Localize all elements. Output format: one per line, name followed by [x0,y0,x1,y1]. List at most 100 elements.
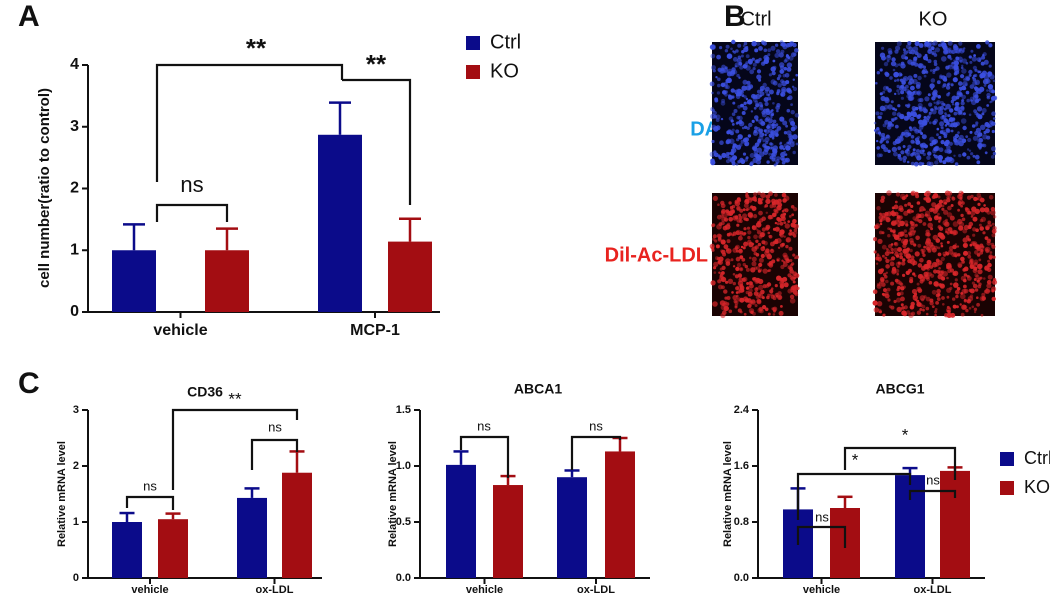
cell [933,269,938,274]
cell [724,93,728,97]
y-tick-label: 2 [70,180,79,197]
cell [906,111,911,116]
cell [910,116,915,122]
row-label: Dil-Ac-LDL [605,244,708,266]
cell [984,236,989,241]
cell [877,268,884,275]
cell [947,82,951,85]
cell [933,281,939,287]
cell [886,287,891,292]
cell [755,103,759,108]
cell [777,83,782,88]
cell [978,223,982,227]
cell [890,281,895,286]
cell [945,85,951,90]
cell [949,286,953,290]
cell [890,61,897,67]
y-axis-label: Relative mRNA level [56,441,68,547]
cell [930,227,934,231]
cell [765,211,768,214]
cell [901,261,906,266]
cell [928,280,933,285]
cell [946,276,949,280]
cell [897,146,902,151]
cell [882,123,887,128]
cell [759,200,762,203]
cell [929,142,934,147]
cell [936,133,939,137]
cell [755,153,760,159]
cell [946,145,951,150]
cell [967,254,972,259]
cell [914,152,921,159]
cell [992,226,997,231]
cell [973,310,977,314]
cell [965,308,969,313]
cell [938,232,944,239]
cell [740,310,743,314]
cell [939,74,943,78]
cell [767,312,771,316]
cell [895,192,901,197]
cell [973,54,976,57]
cell [761,227,767,232]
cell [731,39,736,45]
significance-bracket [843,446,957,480]
cell [970,152,974,156]
cell [886,211,892,217]
cell [982,143,987,148]
cell [888,244,893,249]
significance-bracket [908,489,957,500]
cell [737,273,743,278]
cell [970,49,974,53]
cell [742,262,746,267]
cell [752,277,758,283]
cell [735,286,740,291]
cell [983,84,987,87]
cell [877,308,882,314]
cell [904,56,909,60]
cell [885,258,890,264]
cell [973,196,978,202]
cell [947,205,952,211]
cell [973,278,977,281]
cell [779,62,785,68]
cell [905,253,912,259]
cell [780,93,784,97]
cell [981,292,986,297]
cell [742,64,748,69]
cell [771,152,775,157]
cell [736,115,741,120]
cell [936,100,941,105]
y-tick-label: 2.4 [734,404,750,416]
cell [966,155,971,160]
cell [975,228,979,232]
cell [988,256,993,260]
cell [740,139,745,144]
cell [932,193,939,199]
cell [792,134,798,140]
cell [878,115,882,120]
cell [980,124,986,130]
cell [742,208,746,211]
cell [779,69,784,74]
cell [769,142,773,146]
cell [753,195,757,199]
cell [762,121,765,125]
cell [757,191,761,195]
cell [934,245,938,250]
cell [727,222,731,226]
cell [881,282,886,287]
cell [972,80,978,86]
cell [902,273,906,277]
cell [896,292,901,297]
cell [762,149,769,156]
cell [739,103,744,108]
cell [955,121,960,127]
cell [942,271,948,277]
legend-label: Ctrl [1024,448,1050,468]
cell [903,50,908,55]
cell [876,153,881,158]
x-tick-label: vehicle [466,584,503,596]
cell [952,221,959,227]
